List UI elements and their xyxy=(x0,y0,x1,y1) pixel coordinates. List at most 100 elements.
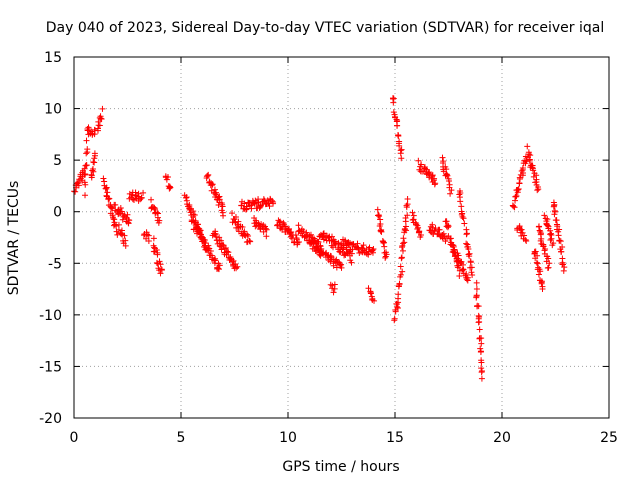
data-point xyxy=(514,189,521,196)
data-point xyxy=(394,122,401,129)
data-point xyxy=(286,225,293,232)
data-point xyxy=(477,345,484,352)
data-point xyxy=(367,290,374,297)
data-point xyxy=(398,254,405,261)
data-point xyxy=(285,226,292,233)
data-point xyxy=(229,258,236,265)
data-point xyxy=(207,247,214,254)
y-tick-label: -15 xyxy=(39,359,62,375)
data-point xyxy=(440,230,447,237)
data-point xyxy=(444,224,451,231)
data-point xyxy=(410,216,417,223)
data-point xyxy=(538,235,545,242)
data-point xyxy=(232,214,239,221)
data-point xyxy=(245,232,252,239)
data-point xyxy=(280,219,287,226)
data-point xyxy=(413,221,420,228)
data-point xyxy=(81,165,88,172)
data-point xyxy=(219,203,226,210)
data-point xyxy=(460,215,467,222)
data-point xyxy=(303,229,310,236)
data-point xyxy=(525,151,532,158)
data-point xyxy=(247,238,254,245)
data-point xyxy=(81,171,88,178)
data-point xyxy=(519,164,526,171)
x-axis-label: GPS time / hours xyxy=(282,459,399,475)
x-tick-label: 20 xyxy=(493,430,511,446)
data-point xyxy=(82,192,89,199)
x-tick-label: 25 xyxy=(600,430,618,446)
data-point xyxy=(445,177,452,184)
data-point xyxy=(331,281,338,288)
data-point xyxy=(125,220,132,227)
data-point xyxy=(520,170,527,177)
y-tick-label: -20 xyxy=(39,411,62,427)
data-point xyxy=(540,243,547,250)
data-point xyxy=(354,240,361,247)
data-point xyxy=(246,237,253,244)
data-point xyxy=(122,237,129,244)
data-point xyxy=(448,187,455,194)
data-point xyxy=(138,195,145,202)
data-point xyxy=(235,218,242,225)
data-point xyxy=(399,268,406,275)
data-point xyxy=(464,277,471,284)
data-point xyxy=(418,161,425,168)
data-point xyxy=(360,242,367,249)
data-point xyxy=(145,232,152,239)
data-point xyxy=(163,176,170,183)
data-point xyxy=(255,196,262,203)
data-point xyxy=(401,239,408,246)
data-point xyxy=(535,271,542,278)
data-point xyxy=(547,230,554,237)
data-point xyxy=(513,193,520,200)
data-point xyxy=(402,223,409,230)
data-point xyxy=(459,266,466,273)
data-point xyxy=(72,188,79,195)
data-point xyxy=(224,248,231,255)
data-point xyxy=(457,198,464,205)
data-point xyxy=(100,175,107,182)
data-point xyxy=(115,221,122,228)
data-point xyxy=(529,165,536,172)
data-point xyxy=(518,226,525,233)
data-point xyxy=(458,258,465,265)
data-point xyxy=(516,223,523,230)
data-point xyxy=(450,242,457,249)
data-point xyxy=(315,239,322,245)
data-point xyxy=(431,228,438,235)
data-point xyxy=(325,234,332,241)
data-point xyxy=(151,204,158,211)
data-point xyxy=(475,303,482,310)
data-point xyxy=(555,232,562,239)
data-point xyxy=(456,191,463,198)
data-point xyxy=(524,143,531,150)
data-point xyxy=(324,254,331,261)
chart-title: Day 040 of 2023, Sidereal Day-to-day VTE… xyxy=(46,20,604,36)
data-point xyxy=(248,205,255,212)
data-point xyxy=(99,105,106,112)
data-point xyxy=(468,264,475,271)
data-point xyxy=(535,223,542,230)
data-point xyxy=(445,223,452,230)
data-point xyxy=(436,226,443,233)
data-point xyxy=(97,113,104,120)
data-point xyxy=(101,178,108,185)
data-point xyxy=(527,152,534,159)
data-point xyxy=(463,230,470,237)
data-point xyxy=(396,280,403,287)
data-point xyxy=(558,248,565,255)
data-point xyxy=(155,219,162,226)
data-point xyxy=(559,244,566,251)
data-point xyxy=(550,240,557,247)
data-point xyxy=(269,197,276,204)
data-point xyxy=(392,308,399,315)
data-point xyxy=(397,150,404,157)
data-point xyxy=(523,238,530,245)
data-point xyxy=(371,297,378,304)
data-point xyxy=(274,222,281,229)
data-point xyxy=(443,218,450,225)
data-point xyxy=(458,203,465,210)
data-point xyxy=(366,244,373,251)
